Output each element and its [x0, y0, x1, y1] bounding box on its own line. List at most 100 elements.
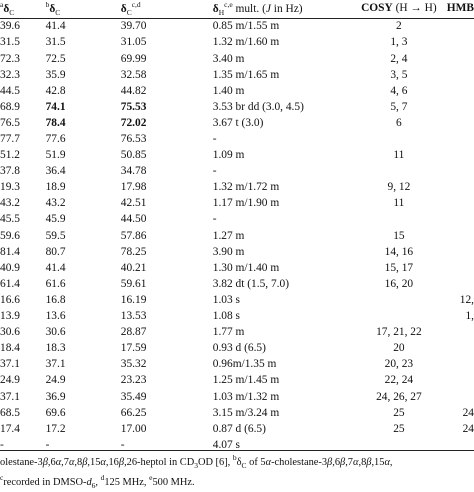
- cell-delta-c-a: 51.2: [0, 149, 20, 162]
- footnote-text: ,6: [47, 457, 56, 468]
- cell-hmbc: [447, 35, 474, 51]
- cell-cosy: 6: [396, 116, 402, 129]
- table-row: 77.7 77.6 76.53 -: [0, 132, 474, 148]
- cell-cosy: 2: [396, 20, 402, 33]
- cell-delta-c-a: 37.1: [0, 390, 20, 403]
- cell-delta-h: 1.32 m/1.60 m: [212, 36, 280, 49]
- cell-delta-c-b: 24.9: [45, 374, 66, 387]
- table-header: aδC bδC δCc,d δHc,e mult. (J in Hz) COSY…: [0, 0, 474, 19]
- cell-cosy: [351, 293, 447, 309]
- cell-hmbc: 12,: [459, 293, 474, 306]
- cell-delta-c-b: 41.4: [45, 20, 66, 33]
- cell-delta-c-a: 81.4: [0, 245, 20, 258]
- cell-cosy: 25: [393, 406, 405, 419]
- footnote-greek: β: [340, 457, 346, 468]
- header-delta-h-symbol: δ: [212, 3, 219, 16]
- footnote-line-2: crecorded in DMSO-d6, d125 MHz, e500 MHz…: [0, 472, 474, 492]
- table-row: 72.3 72.5 69.99 3.40 m 2, 4: [0, 51, 474, 67]
- cell-delta-c-a: 40.9: [0, 261, 20, 274]
- cell-delta-c-a: 76.5: [0, 116, 20, 129]
- cell-cosy: 4, 6: [390, 84, 408, 97]
- cell-delta-c-a: 68.5: [0, 406, 20, 419]
- header-cosy: COSY (H → H): [351, 0, 447, 19]
- cell-delta-c-a: 39.6: [0, 20, 20, 33]
- cell-hmbc: [447, 277, 474, 293]
- cell-delta-c-cd: 35.49: [120, 390, 147, 403]
- table-row: 68.5 69.6 66.25 3.15 m/3.24 m 25 24: [0, 405, 474, 421]
- footnote-greek: α: [384, 457, 390, 468]
- cell-delta-c-b: 51.9: [45, 149, 66, 162]
- cell-cosy: 15, 17: [384, 261, 414, 274]
- header-delta-c-a-footnote-mark: a: [0, 0, 4, 10]
- cell-hmbc: [447, 164, 474, 180]
- cell-delta-h: 3.67 t (3.0): [212, 116, 264, 129]
- cell-delta-h: 0.87 d (6.5): [212, 422, 266, 435]
- cell-cosy: 25: [393, 422, 405, 435]
- header-delta-c-b: bδC: [46, 0, 121, 19]
- cell-cosy: 11: [393, 197, 405, 210]
- cell-delta-c-cd: 16.19: [120, 293, 147, 306]
- cell-delta-h: 3.15 m/3.24 m: [212, 406, 280, 419]
- cell-hmbc: 24: [462, 406, 474, 419]
- header-delta-c-a-subscript: C: [9, 8, 15, 18]
- cell-delta-c-cd: 66.25: [120, 406, 147, 419]
- cell-delta-c-cd: 17.98: [120, 181, 147, 194]
- footnote-text: ,7: [345, 457, 353, 468]
- cell-delta-h: 1.25 m/1.45 m: [212, 374, 280, 387]
- cell-delta-h: 3.53 br dd (3.0, 4.5): [212, 100, 304, 113]
- cell-delta-c-a: 37.8: [0, 165, 20, 178]
- cell-delta-c-b: 74.1: [45, 100, 66, 113]
- cell-delta-c-a: 13.9: [0, 310, 20, 323]
- cell-delta-c-cd: -: [120, 438, 125, 451]
- footnote-greek: α: [353, 457, 359, 468]
- table-row: 44.5 42.8 44.82 1.40 m 4, 6: [0, 83, 474, 99]
- header-delta-h-subscript: H: [218, 8, 225, 18]
- cell-delta-c-a: 44.5: [0, 84, 20, 97]
- cell-delta-h: 1.27 m: [212, 229, 245, 242]
- cell-delta-h: 1.32 m/1.72 m: [212, 181, 280, 194]
- footnote-text: ,15: [371, 457, 385, 468]
- cell-delta-c-cd: 28.87: [120, 326, 147, 339]
- cell-hmbc: [447, 373, 474, 389]
- cell-delta-c-b: 61.6: [45, 277, 66, 290]
- cell-cosy: 16, 20: [384, 277, 414, 290]
- footnote-text: -cholestane-3: [271, 457, 328, 468]
- footnote-greek: β: [82, 457, 88, 468]
- cell-delta-h: 1.40 m: [212, 84, 245, 97]
- cell-delta-h: 0.93 d (6.5): [212, 342, 266, 355]
- cell-delta-h: 1.03 s: [212, 293, 240, 306]
- cell-hmbc: [447, 212, 474, 228]
- cell-hmbc: [447, 19, 474, 36]
- table-row: 30.6 30.6 28.87 1.77 m 17, 21, 22: [0, 325, 474, 341]
- cell-delta-h: -: [212, 213, 217, 226]
- header-delta-c-cd-subscript: C: [126, 8, 132, 18]
- header-delta-c-b-footnote-mark: b: [45, 0, 50, 10]
- table-row: 43.2 43.2 42.51 1.17 m/1.90 m 11: [0, 196, 474, 212]
- cell-delta-c-b: 59.5: [45, 229, 66, 242]
- cell-delta-h: 1.17 m/1.90 m: [212, 197, 280, 210]
- footnote-text: olestane-3: [0, 457, 43, 468]
- cell-delta-c-b: 37.1: [45, 358, 66, 371]
- header-row: aδC bδC δCc,d δHc,e mult. (J in Hz) COSY…: [0, 0, 474, 19]
- cell-hmbc: [447, 67, 474, 83]
- table-row: 68.9 74.1 75.53 3.53 br dd (3.0, 4.5) 5, 7: [0, 99, 474, 115]
- header-cosy-bold: COSY: [361, 2, 393, 15]
- cell-cosy: 5, 7: [390, 100, 408, 113]
- cell-delta-c-b: 77.6: [45, 133, 66, 145]
- table-row: 45.5 45.9 44.50 -: [0, 212, 474, 228]
- cell-delta-c-a: 18.4: [0, 342, 20, 355]
- cell-delta-c-a: 43.2: [0, 197, 20, 210]
- cell-hmbc: [447, 51, 474, 67]
- cell-delta-c-cd: 78.25: [120, 245, 147, 258]
- cell-delta-h: 0.85 m/1.55 m: [212, 20, 280, 33]
- footnote-text: ,6: [332, 457, 341, 468]
- cell-delta-c-a: 72.3: [0, 52, 20, 65]
- table-row: 31.5 31.5 31.05 1.32 m/1.60 m 1, 3: [0, 35, 474, 51]
- table-body: 39.6 41.4 39.70 0.85 m/1.55 m 2 31.5 31.5 31.05…: [0, 19, 474, 454]
- footnote-greek: β: [327, 457, 333, 468]
- cell-hmbc: 1,: [465, 310, 474, 323]
- cell-delta-c-a: 17.4: [0, 422, 20, 435]
- header-delta-c-cd-symbol: δ: [120, 3, 127, 16]
- cell-cosy: 17, 21, 22: [376, 326, 422, 339]
- cell-delta-h: 3.90 m: [212, 245, 245, 258]
